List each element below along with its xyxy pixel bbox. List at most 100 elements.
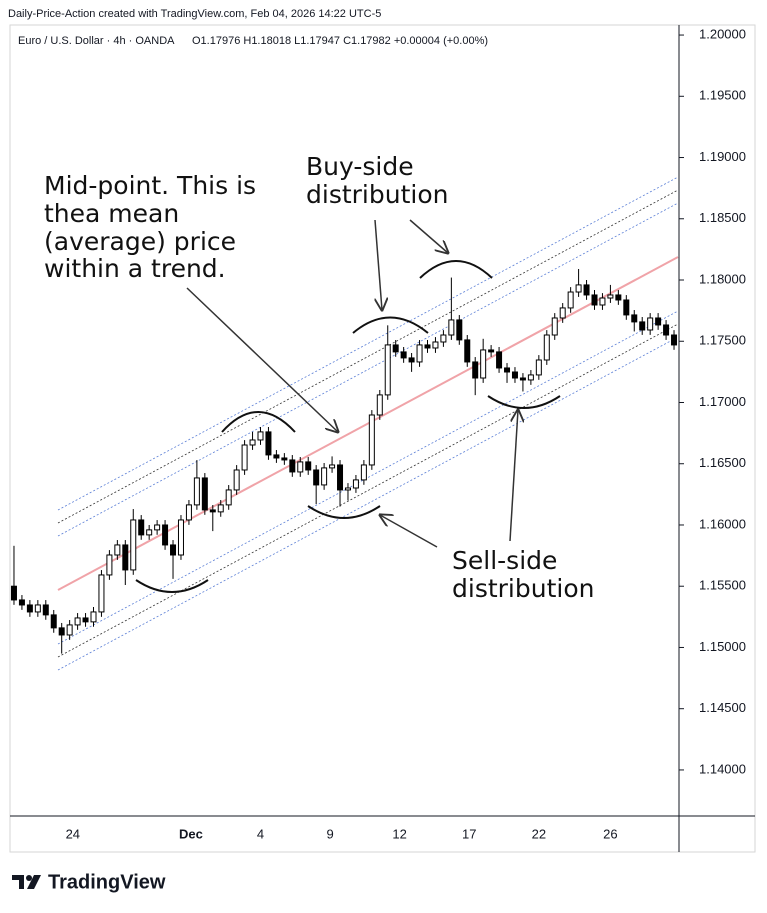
x-tick-label: Dec: [179, 826, 203, 841]
candle-body: [162, 524, 169, 546]
candle-body: [130, 519, 137, 571]
candle-body: [225, 489, 232, 506]
candle-body: [575, 284, 582, 293]
candle-body: [193, 477, 200, 506]
annotation-text: distribution: [306, 180, 448, 209]
candle-body: [368, 414, 375, 466]
candle-body: [432, 341, 439, 349]
candle-body: [519, 377, 526, 381]
y-tick-label: 1.19500: [699, 88, 746, 103]
candle-body: [671, 334, 678, 346]
y-tick-label: 1.15500: [699, 578, 746, 593]
candle-body: [464, 339, 471, 363]
candle-body: [217, 504, 224, 513]
ohlc-readout: O1.17976 H1.18018 L1.17947 C1.17982 +0.0…: [192, 35, 488, 47]
annotation-text: (average) price: [44, 227, 236, 256]
candle-body: [384, 344, 391, 396]
candle-body: [241, 444, 248, 471]
candle-body: [496, 351, 503, 369]
candle-body: [392, 344, 399, 353]
channel-line: [57, 176, 679, 511]
arc: [221, 411, 296, 433]
candle-body: [591, 294, 598, 306]
y-tick-label: 1.14500: [699, 700, 746, 715]
candle-body: [18, 599, 25, 606]
candle-body: [511, 371, 518, 379]
arc: [419, 260, 493, 279]
candle-body: [265, 431, 272, 456]
arrow: [374, 219, 382, 310]
logo: TradingView: [12, 871, 166, 893]
y-tick-label: 1.14000: [699, 761, 746, 776]
header: Daily-Price-Action created with TradingV…: [8, 8, 381, 20]
candle-body: [567, 291, 574, 309]
candle-body: [146, 529, 153, 536]
candle-body: [344, 487, 351, 491]
candle-body: [154, 524, 161, 531]
y-tick-label: 1.16500: [699, 455, 746, 470]
candle-body: [297, 461, 304, 473]
candle-body: [488, 349, 495, 353]
y-tick-label: 1.20000: [699, 26, 746, 41]
candle-body: [352, 479, 359, 489]
candle-body: [360, 464, 367, 481]
annotation-text: distribution: [452, 574, 594, 603]
x-tick-label: 12: [392, 826, 406, 841]
candle-body: [66, 624, 73, 636]
candle-body: [424, 344, 431, 349]
candle-body: [631, 314, 638, 323]
candle-body: [58, 627, 65, 636]
candle-body: [559, 307, 566, 319]
arrow: [409, 219, 448, 253]
candle-body: [98, 574, 105, 613]
candle-body: [456, 319, 463, 341]
x-tick-label: 24: [66, 826, 80, 841]
y-tick-label: 1.17000: [699, 394, 746, 409]
candle-body: [209, 509, 216, 513]
candle-body: [647, 317, 654, 331]
candle-body: [289, 459, 296, 473]
annotation-text: Sell-side: [452, 546, 557, 575]
candle-body: [313, 469, 320, 486]
candle-body: [90, 611, 97, 623]
candle-body: [74, 617, 81, 626]
candle-body: [599, 297, 606, 306]
annotation-text: within a trend.: [44, 254, 226, 283]
logo-mark: [26, 875, 32, 881]
candle-body: [10, 585, 17, 601]
arrow: [380, 515, 438, 548]
footer-brand: TradingView: [48, 871, 166, 893]
frame: [9, 24, 756, 853]
y-tick-label: 1.19000: [699, 149, 746, 164]
y-tick-label: 1.17500: [699, 333, 746, 348]
candle-body: [321, 467, 328, 486]
candle-body: [337, 464, 344, 491]
candle-body: [472, 361, 479, 379]
y-tick-label: 1.18000: [699, 271, 746, 286]
candle-body: [551, 317, 558, 336]
x-tick-label: 9: [326, 826, 333, 841]
channel-line: [57, 323, 679, 658]
candle-body: [305, 461, 312, 471]
candle-body: [376, 394, 383, 416]
candle-body: [249, 439, 256, 446]
candle-body: [583, 284, 590, 296]
candle-body: [138, 519, 145, 536]
x-tick-label: 22: [532, 826, 546, 841]
candle-body: [400, 351, 407, 359]
logo-mark: [12, 875, 24, 889]
y-tick-label: 1.18500: [699, 210, 746, 225]
arrow: [509, 410, 518, 542]
annotation-text: thea mean: [44, 199, 179, 228]
candle-body: [480, 349, 487, 379]
channel-line: [57, 336, 679, 671]
candle-body: [527, 374, 534, 381]
y-tick-label: 1.16000: [699, 516, 746, 531]
candle-body: [233, 469, 240, 491]
candle-body: [42, 604, 49, 616]
regression-channel: [57, 176, 679, 671]
candle-body: [639, 321, 646, 331]
candle-body: [106, 554, 113, 576]
x-tick-label: 26: [603, 826, 617, 841]
